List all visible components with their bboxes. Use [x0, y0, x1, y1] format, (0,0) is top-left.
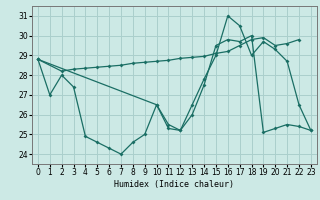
X-axis label: Humidex (Indice chaleur): Humidex (Indice chaleur) — [115, 180, 234, 189]
